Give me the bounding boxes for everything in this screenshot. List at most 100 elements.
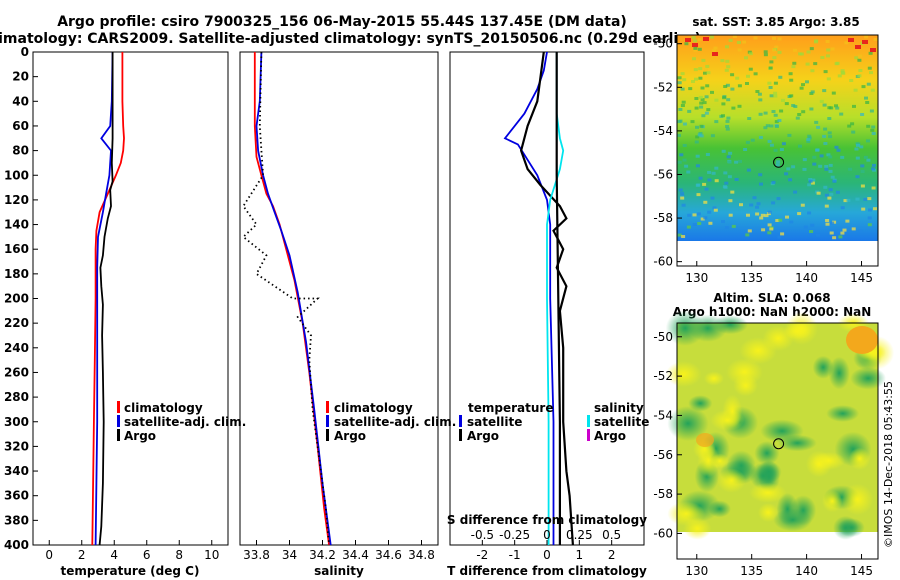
sst-cell [736, 41, 741, 44]
sst-cell [784, 172, 789, 176]
sst-cell [721, 149, 726, 153]
sst-cell [831, 91, 836, 95]
sst-cell [848, 38, 854, 42]
map-x-tick-label: 140 [795, 564, 818, 578]
y-tick-label: 20 [12, 70, 29, 84]
sst-cell [763, 126, 768, 130]
sst-cell [816, 125, 821, 129]
sst-cell [858, 229, 863, 233]
sst-cell [721, 114, 725, 118]
sst-cell [695, 154, 700, 158]
sst-cell [849, 79, 854, 82]
sst-cell [819, 154, 824, 158]
sla-cell [726, 358, 763, 386]
sst-cell [709, 35, 714, 39]
y-tick-label: 0 [21, 45, 29, 59]
sst-cell [763, 111, 768, 115]
sst-cell [696, 212, 701, 216]
sla-cell [826, 405, 860, 422]
difference-series [503, 52, 574, 545]
sst-cell [867, 223, 872, 227]
x-tick-label: 4 [110, 548, 118, 562]
sst-cell [727, 160, 732, 164]
sst-cell [755, 205, 760, 209]
sst-cell [677, 76, 682, 80]
y-tick-label: 120 [4, 193, 29, 207]
sst-cell [840, 69, 845, 73]
sst-cell [722, 96, 727, 100]
x-tick-label: 1 [576, 548, 584, 562]
sst-cell [856, 143, 860, 147]
sst-cell [812, 162, 817, 166]
sst-cell [802, 167, 807, 171]
sst-cell [692, 223, 697, 226]
s-difference-tick-label: -0.25 [499, 528, 530, 542]
x-tick-label: 0 [543, 548, 551, 562]
sst-cell [793, 48, 797, 52]
temperature-y-ticks: 0 20 40 60 80 100 120 140 160 180 200 220 240 260 280 3… [4, 45, 38, 552]
sst-cell [824, 193, 829, 197]
y-tick-label: 160 [4, 242, 29, 256]
sst-cell [732, 35, 737, 38]
sst-cell [864, 96, 868, 100]
sst-cell [725, 83, 730, 87]
sst-cell [861, 207, 866, 211]
sst-cell [682, 78, 687, 82]
y-tick-label: 180 [4, 267, 29, 281]
sla-map-title: Altim. SLA: 0.068 [713, 291, 830, 305]
map-y-tick-label: -56 [653, 448, 673, 462]
sst-cell [807, 136, 812, 140]
sst-cell [819, 99, 824, 103]
sst-cell [739, 203, 743, 207]
sst-cell [696, 193, 701, 197]
sst-cell [784, 102, 789, 106]
sst-cell [680, 87, 685, 91]
sst-cell [806, 140, 811, 143]
sla-cell [697, 443, 720, 478]
sla-cell [846, 326, 878, 354]
sst-cell [808, 178, 813, 181]
salinity-panel: 33.8 34 34.2 34.4 34.6 34.8 climatology satel… [239, 51, 456, 578]
sst-cell [788, 178, 793, 182]
y-tick-label: 300 [4, 415, 29, 429]
sst-cell [744, 56, 748, 60]
sst-cell [694, 97, 699, 100]
sst-cell [688, 87, 693, 91]
sst-cell [769, 94, 774, 98]
sst-cell [758, 98, 763, 102]
sst-cell [704, 111, 709, 115]
sst-cell [840, 231, 845, 235]
sst-cell [779, 148, 784, 151]
map-y-tick-label: -50 [653, 37, 673, 51]
sst-cell [871, 132, 876, 135]
sst-cell [746, 168, 751, 172]
sst-cell [809, 92, 814, 95]
map-y-tick-label: -60 [653, 255, 673, 269]
sst-cell [871, 186, 876, 190]
legend-label-t-argo: Argo [467, 429, 499, 443]
sst-cell [710, 134, 715, 138]
sst-cell [773, 94, 778, 98]
sst-cell [693, 68, 698, 72]
sst-cell [788, 72, 793, 76]
sst-cell [681, 203, 686, 207]
sst-cell [761, 228, 766, 232]
sst-cell [771, 180, 776, 184]
sst-cell [677, 81, 682, 85]
x-tick-label: 34.4 [342, 548, 369, 562]
sst-cell [824, 204, 829, 208]
x-tick-label: 34.6 [375, 548, 402, 562]
sla-cell [739, 337, 777, 365]
y-tick-label: 280 [4, 390, 29, 404]
series-line-satellite-adj-clim- [255, 52, 332, 545]
y-tick-label: 60 [12, 119, 29, 133]
sst-cell [866, 158, 871, 162]
sst-cell [848, 167, 853, 171]
sst-cell [767, 231, 772, 235]
sst-cell [759, 216, 764, 220]
sst-cell [725, 45, 729, 49]
sla-cell [850, 367, 886, 390]
sst-cell [693, 48, 698, 52]
sst-cell [825, 40, 830, 43]
sst-cell [861, 85, 866, 89]
